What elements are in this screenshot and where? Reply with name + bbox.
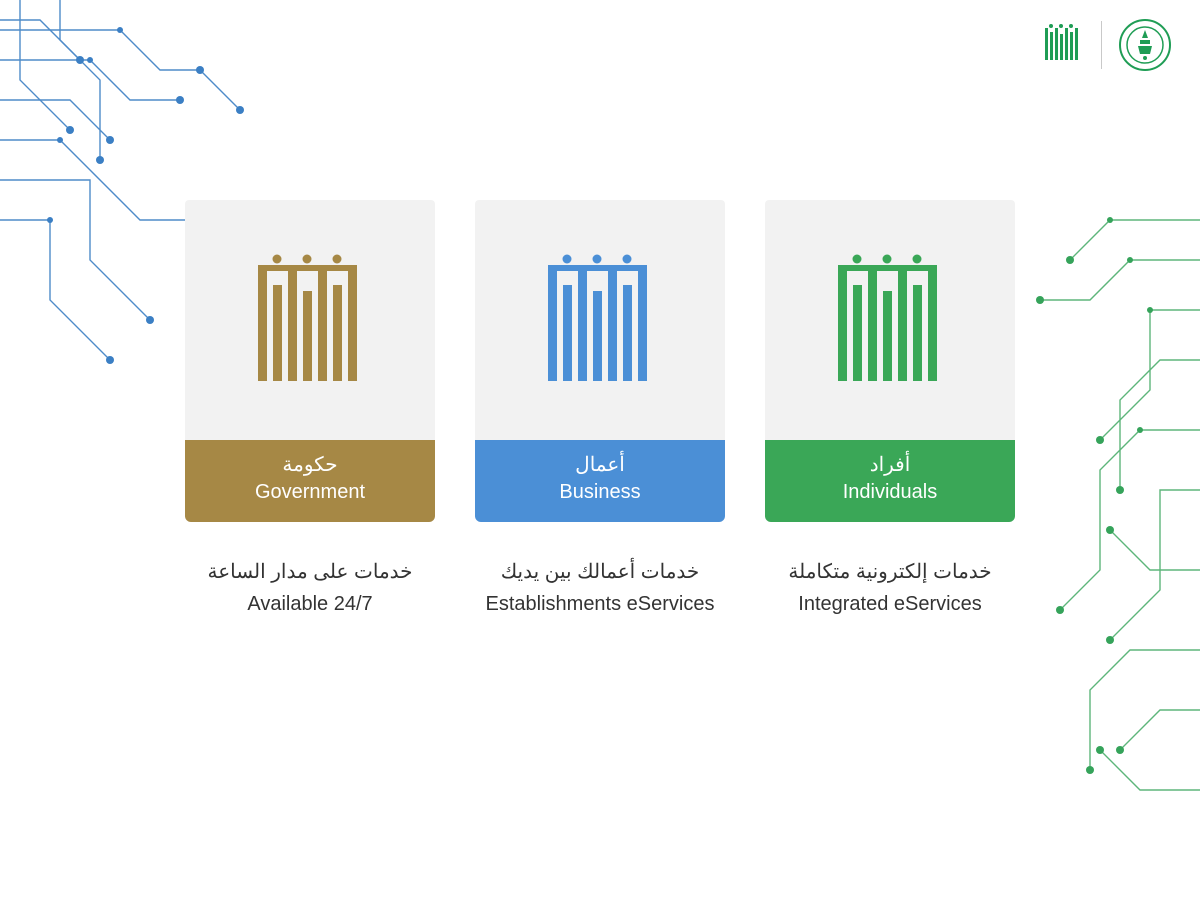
card-label-ar: أفراد (765, 452, 1015, 479)
card-logo-area (185, 200, 435, 440)
card-tagline-ar: خدمات إلكترونية متكاملة (788, 556, 991, 588)
card-tagline: خدمات إلكترونية متكاملة Integrated eServ… (788, 556, 991, 620)
card-business[interactable]: أعمال Business خدمات أعمالك بين يديك Est… (475, 200, 725, 620)
service-cards-row: حكومة Government خدمات على مدار الساعة A… (185, 200, 1015, 620)
card-label-bar: حكومة Government (185, 440, 435, 522)
absher-government-icon (240, 245, 380, 395)
absher-business-icon (530, 245, 670, 395)
card-label-en: Business (475, 479, 725, 506)
card-tagline-en: Establishments eServices (486, 588, 715, 620)
card-logo-area (475, 200, 725, 440)
card-label-bar: أعمال Business (475, 440, 725, 522)
card-tagline-ar: خدمات على مدار الساعة (207, 556, 412, 588)
card-logo-area (765, 200, 1015, 440)
card-label-en: Government (185, 479, 435, 506)
card-label-bar: أفراد Individuals (765, 440, 1015, 522)
card-individuals[interactable]: أفراد Individuals خدمات إلكترونية متكامل… (765, 200, 1015, 620)
card-label-ar: حكومة (185, 452, 435, 479)
card-label-ar: أعمال (475, 452, 725, 479)
card-label-en: Individuals (765, 479, 1015, 506)
absher-individuals-icon (820, 245, 960, 395)
logo-divider (1101, 21, 1102, 69)
moi-emblem-icon (1118, 18, 1172, 72)
header-logos (1039, 18, 1172, 72)
card-government[interactable]: حكومة Government خدمات على مدار الساعة A… (185, 200, 435, 620)
card-tagline: خدمات أعمالك بين يديك Establishments eSe… (486, 556, 715, 620)
card-tagline: خدمات على مدار الساعة Available 24/7 (207, 556, 412, 620)
card-tagline-en: Integrated eServices (788, 588, 991, 620)
card-tagline-ar: خدمات أعمالك بين يديك (486, 556, 715, 588)
card-tagline-en: Available 24/7 (207, 588, 412, 620)
absher-logo-icon (1039, 22, 1085, 68)
